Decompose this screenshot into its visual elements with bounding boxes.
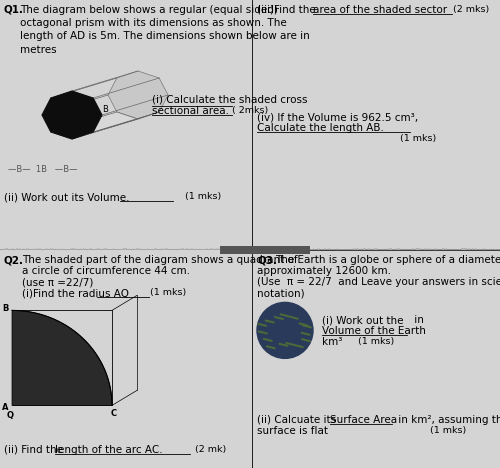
Text: notation): notation) [257, 288, 304, 299]
Text: Q1.: Q1. [4, 5, 24, 15]
Text: A: A [2, 403, 8, 412]
Polygon shape [51, 112, 138, 139]
Text: (ii) Find the: (ii) Find the [4, 445, 66, 455]
Polygon shape [72, 112, 159, 139]
Bar [220, 246, 310, 255]
Text: (i) Calculate the shaded cross: (i) Calculate the shaded cross [152, 95, 308, 105]
Text: (i) Work out the: (i) Work out the [322, 315, 407, 325]
Text: (iii)Find the: (iii)Find the [257, 5, 319, 15]
Text: in: in [411, 315, 424, 325]
Text: (1 mks): (1 mks) [430, 426, 466, 435]
Circle shape [257, 302, 313, 358]
Text: B: B [102, 105, 108, 114]
Text: C: C [111, 409, 117, 418]
Text: (2 mks): (2 mks) [453, 5, 489, 14]
Text: (1 mks): (1 mks) [150, 288, 186, 297]
Text: a circle of circumference 44 cm.: a circle of circumference 44 cm. [22, 266, 190, 277]
Text: Surface Area: Surface Area [330, 415, 397, 425]
Text: The diagram below shows a regular (equal sided)
octagonal prism with its dimensi: The diagram below shows a regular (equal… [20, 5, 310, 55]
Text: (i)Find the radius AQ: (i)Find the radius AQ [22, 288, 129, 299]
Text: (1 mks): (1 mks) [185, 192, 221, 201]
Text: length of the arc AC.: length of the arc AC. [55, 445, 162, 455]
Text: (Use  π = 22/7  and Leave your answers in scientific: (Use π = 22/7 and Leave your answers in … [257, 278, 500, 287]
Text: km³: km³ [322, 337, 342, 347]
Text: Calculate the length AB.: Calculate the length AB. [257, 123, 384, 133]
Text: (iv) If the Volume is 962.5 cm³,: (iv) If the Volume is 962.5 cm³, [257, 112, 422, 122]
Text: B: B [2, 304, 8, 313]
Polygon shape [108, 71, 168, 119]
Text: sectional area.: sectional area. [152, 106, 229, 116]
Text: (ii) Calcuate its: (ii) Calcuate its [257, 415, 340, 425]
Text: (1 mks): (1 mks) [358, 337, 394, 346]
Text: surface is flat: surface is flat [257, 426, 328, 436]
Text: The Earth is a globe or sphere of a diameter of: The Earth is a globe or sphere of a diam… [275, 256, 500, 265]
Text: (2 mk): (2 mk) [195, 445, 226, 454]
Polygon shape [12, 310, 112, 405]
Text: area of the shaded sector: area of the shaded sector [313, 5, 447, 15]
Text: (use π =22/7): (use π =22/7) [22, 278, 94, 287]
Text: The shaded part of the diagram shows a quadrant of: The shaded part of the diagram shows a q… [22, 256, 297, 265]
Polygon shape [42, 91, 102, 139]
Text: Q: Q [6, 411, 14, 420]
Text: Volume of the Earth: Volume of the Earth [322, 326, 426, 336]
Text: (1 mks): (1 mks) [400, 134, 436, 143]
Bar [12, 310, 112, 405]
Text: —B—  1B   —B—: —B— 1B —B— [8, 165, 78, 174]
Text: ( 2mks): ( 2mks) [232, 106, 268, 115]
Text: Q2.: Q2. [4, 256, 24, 265]
Text: in km², assuming that the: in km², assuming that the [395, 415, 500, 425]
Text: approximately 12600 km.: approximately 12600 km. [257, 266, 391, 277]
Text: Q3.: Q3. [257, 256, 277, 265]
Text: (ii) Work out its Volume.: (ii) Work out its Volume. [4, 192, 130, 202]
